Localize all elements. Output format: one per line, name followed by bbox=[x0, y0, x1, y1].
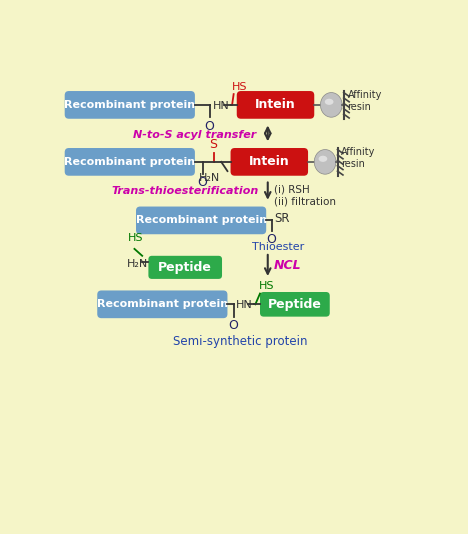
Text: O: O bbox=[228, 319, 238, 332]
FancyBboxPatch shape bbox=[231, 148, 308, 176]
Text: Recombinant protein: Recombinant protein bbox=[64, 100, 195, 110]
Text: H₂N: H₂N bbox=[127, 258, 148, 269]
FancyBboxPatch shape bbox=[65, 91, 195, 119]
FancyBboxPatch shape bbox=[65, 148, 195, 176]
Text: HN: HN bbox=[213, 101, 229, 111]
FancyBboxPatch shape bbox=[237, 91, 314, 119]
FancyBboxPatch shape bbox=[136, 207, 266, 234]
Text: Recombinant protein: Recombinant protein bbox=[97, 300, 228, 309]
Ellipse shape bbox=[314, 150, 336, 174]
Ellipse shape bbox=[319, 156, 327, 162]
Text: HS: HS bbox=[258, 281, 274, 291]
Text: Affinity
resin: Affinity resin bbox=[341, 147, 376, 169]
Text: S: S bbox=[210, 138, 218, 151]
Text: Intein: Intein bbox=[249, 155, 290, 168]
Text: Peptide: Peptide bbox=[158, 261, 212, 274]
Text: HS: HS bbox=[232, 82, 248, 92]
Text: Recombinant protein: Recombinant protein bbox=[136, 215, 267, 225]
FancyBboxPatch shape bbox=[97, 290, 227, 318]
Text: Peptide: Peptide bbox=[268, 298, 322, 311]
Text: HN: HN bbox=[236, 300, 253, 310]
Text: SR: SR bbox=[274, 213, 289, 225]
Text: O: O bbox=[197, 177, 207, 190]
Text: O: O bbox=[267, 233, 277, 247]
Text: O: O bbox=[205, 120, 214, 132]
Text: H₂N: H₂N bbox=[198, 172, 219, 183]
Text: Affinity
resin: Affinity resin bbox=[348, 90, 382, 112]
Text: Thioester: Thioester bbox=[252, 242, 304, 252]
Text: Recombinant protein: Recombinant protein bbox=[64, 157, 195, 167]
Ellipse shape bbox=[321, 92, 342, 117]
FancyBboxPatch shape bbox=[148, 256, 222, 279]
Text: HS: HS bbox=[128, 233, 144, 243]
Text: Trans-thioesterification: Trans-thioesterification bbox=[111, 186, 258, 196]
Ellipse shape bbox=[325, 99, 334, 105]
Text: N-to-S acyl transfer: N-to-S acyl transfer bbox=[133, 130, 256, 140]
Text: Intein: Intein bbox=[255, 98, 296, 112]
Text: (i) RSH
(ii) filtration: (i) RSH (ii) filtration bbox=[274, 185, 336, 207]
Text: NCL: NCL bbox=[274, 259, 301, 272]
FancyBboxPatch shape bbox=[260, 292, 330, 317]
Text: Semi-synthetic protein: Semi-synthetic protein bbox=[173, 335, 307, 348]
